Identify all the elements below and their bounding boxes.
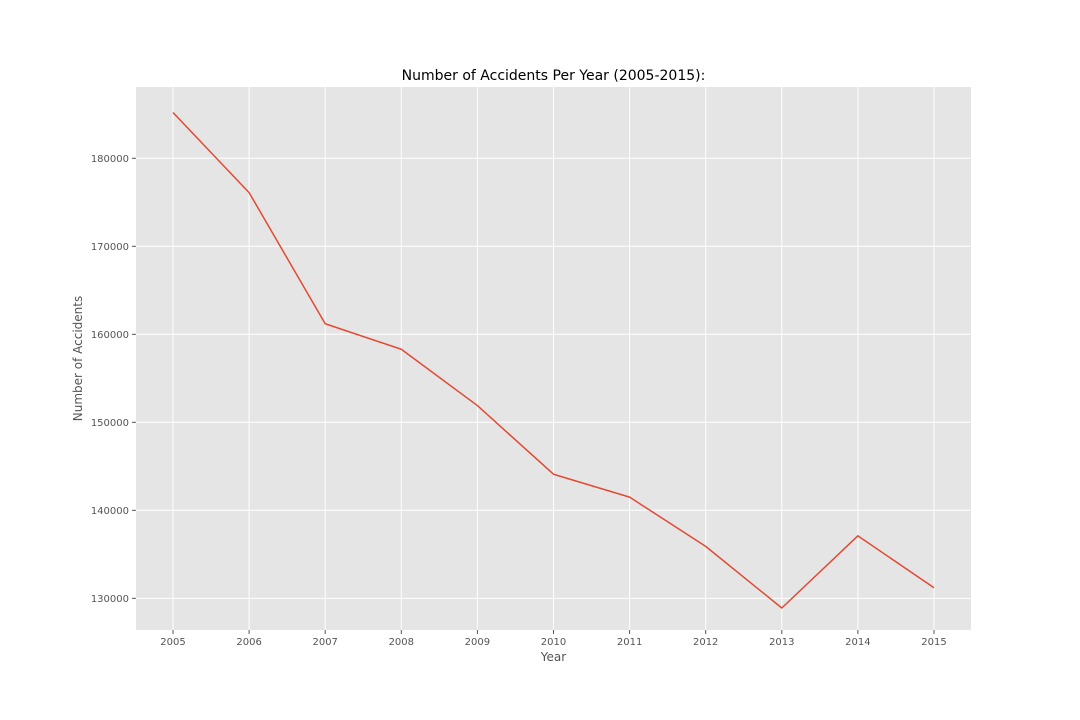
series-line <box>172 112 935 609</box>
y-tick-label: 160000 <box>91 330 129 341</box>
chart-title: Number of Accidents Per Year (2005-2015)… <box>402 68 706 84</box>
x-tick-label: 2006 <box>236 637 261 648</box>
x-tick-label: 2011 <box>617 637 642 648</box>
ticks: 2005 2006 2007 2008 2009 2010 2011 2012 2013 2014… <box>91 154 947 648</box>
y-tick-label: 170000 <box>91 242 129 253</box>
x-tick-label: 2014 <box>845 637 870 648</box>
y-tick-label: 150000 <box>91 418 129 429</box>
x-axis-label: Year <box>540 650 566 664</box>
series-layer <box>172 112 935 609</box>
x-tick-label: 2013 <box>769 637 794 648</box>
x-tick-label: 2010 <box>541 637 566 648</box>
x-tick-label: 2015 <box>921 637 946 648</box>
y-tick-label: 140000 <box>91 506 129 517</box>
y-axis-label: Number of Accidents <box>71 296 85 422</box>
y-tick-label: 130000 <box>91 594 129 605</box>
y-tick-label: 180000 <box>91 154 129 165</box>
x-tick-label: 2008 <box>389 637 414 648</box>
x-tick-label: 2009 <box>465 637 490 648</box>
grid <box>136 87 971 630</box>
x-tick-label: 2012 <box>693 637 718 648</box>
x-tick-label: 2005 <box>160 637 185 648</box>
x-tick-label: 2007 <box>312 637 337 648</box>
